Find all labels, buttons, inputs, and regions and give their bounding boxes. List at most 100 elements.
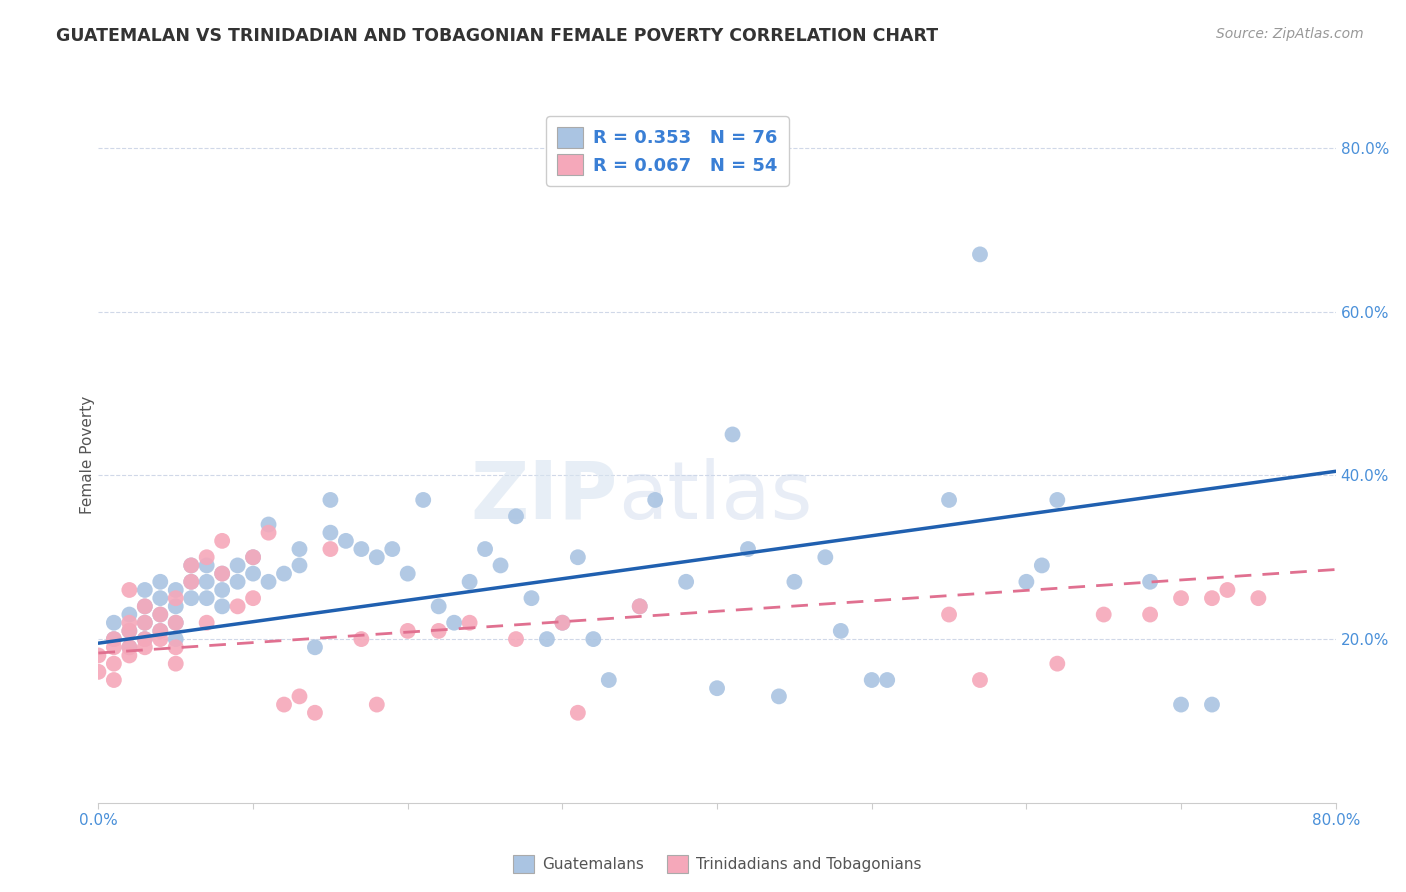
Point (165, 599, 187, 614)
Point (211, 566, 233, 581)
Point (830, 624, 852, 638)
Y-axis label: Female Poverty: Female Poverty (80, 396, 94, 514)
Point (134, 640, 156, 655)
Point (721, 427, 744, 442)
Point (242, 591, 264, 606)
Point (211, 582, 233, 597)
Point (1216, 582, 1239, 597)
Point (1046, 492, 1069, 507)
Point (165, 615, 187, 630)
Point (567, 706, 589, 720)
Point (165, 591, 187, 606)
Point (134, 615, 156, 630)
Point (969, 247, 991, 261)
Point (134, 599, 156, 614)
Point (257, 517, 280, 532)
Point (165, 582, 187, 597)
Point (87, 665, 110, 679)
Point (443, 615, 465, 630)
Point (1170, 698, 1192, 712)
Point (149, 607, 172, 622)
Point (1201, 698, 1223, 712)
Point (87, 648, 110, 663)
Point (149, 624, 172, 638)
Point (195, 550, 218, 565)
Point (1139, 574, 1161, 589)
Point (195, 591, 218, 606)
Point (180, 574, 202, 589)
Point (737, 542, 759, 557)
Point (165, 640, 187, 655)
Point (118, 615, 141, 630)
Point (118, 624, 141, 638)
Point (768, 690, 790, 704)
Point (551, 615, 574, 630)
Point (706, 681, 728, 696)
Point (567, 550, 589, 565)
Point (165, 657, 187, 671)
Point (103, 632, 125, 646)
Point (165, 632, 187, 646)
Point (288, 542, 311, 557)
Point (783, 574, 806, 589)
Point (118, 607, 141, 622)
Point (288, 558, 311, 573)
Point (211, 566, 233, 581)
Point (1201, 591, 1223, 606)
Point (1247, 591, 1270, 606)
Point (458, 574, 481, 589)
Point (814, 550, 837, 565)
Point (366, 698, 388, 712)
Point (134, 632, 156, 646)
Point (180, 591, 202, 606)
Point (180, 558, 202, 573)
Point (582, 632, 605, 646)
Point (180, 574, 202, 589)
Point (628, 599, 651, 614)
Point (242, 550, 264, 565)
Point (396, 624, 419, 638)
Point (304, 640, 326, 655)
Point (103, 632, 125, 646)
Point (520, 591, 543, 606)
Point (257, 525, 280, 540)
Point (257, 574, 280, 589)
Point (149, 591, 172, 606)
Point (335, 533, 357, 548)
Point (675, 574, 697, 589)
Point (396, 566, 419, 581)
Point (1092, 607, 1115, 622)
Point (551, 615, 574, 630)
Point (226, 558, 249, 573)
Point (489, 558, 512, 573)
Point (1031, 558, 1053, 573)
Point (195, 574, 218, 589)
Point (412, 492, 434, 507)
Text: atlas: atlas (619, 458, 813, 536)
Point (149, 574, 172, 589)
Point (273, 566, 295, 581)
Point (1139, 607, 1161, 622)
Point (319, 542, 342, 557)
Point (474, 542, 496, 557)
Text: GUATEMALAN VS TRINIDADIAN AND TOBAGONIAN FEMALE POVERTY CORRELATION CHART: GUATEMALAN VS TRINIDADIAN AND TOBAGONIAN… (56, 27, 938, 45)
Legend: Guatemalans, Trinidadians and Tobagonians: Guatemalans, Trinidadians and Tobagonian… (506, 849, 928, 879)
Point (628, 599, 651, 614)
Point (1170, 591, 1192, 606)
Point (103, 657, 125, 671)
Point (350, 632, 373, 646)
Point (876, 673, 898, 687)
Point (319, 492, 342, 507)
Point (211, 599, 233, 614)
Point (134, 599, 156, 614)
Point (180, 558, 202, 573)
Point (118, 640, 141, 655)
Point (118, 582, 141, 597)
Point (427, 599, 450, 614)
Point (149, 632, 172, 646)
Point (226, 599, 249, 614)
Point (319, 525, 342, 540)
Point (195, 558, 218, 573)
Text: Source: ZipAtlas.com: Source: ZipAtlas.com (1216, 27, 1364, 41)
Point (118, 640, 141, 655)
